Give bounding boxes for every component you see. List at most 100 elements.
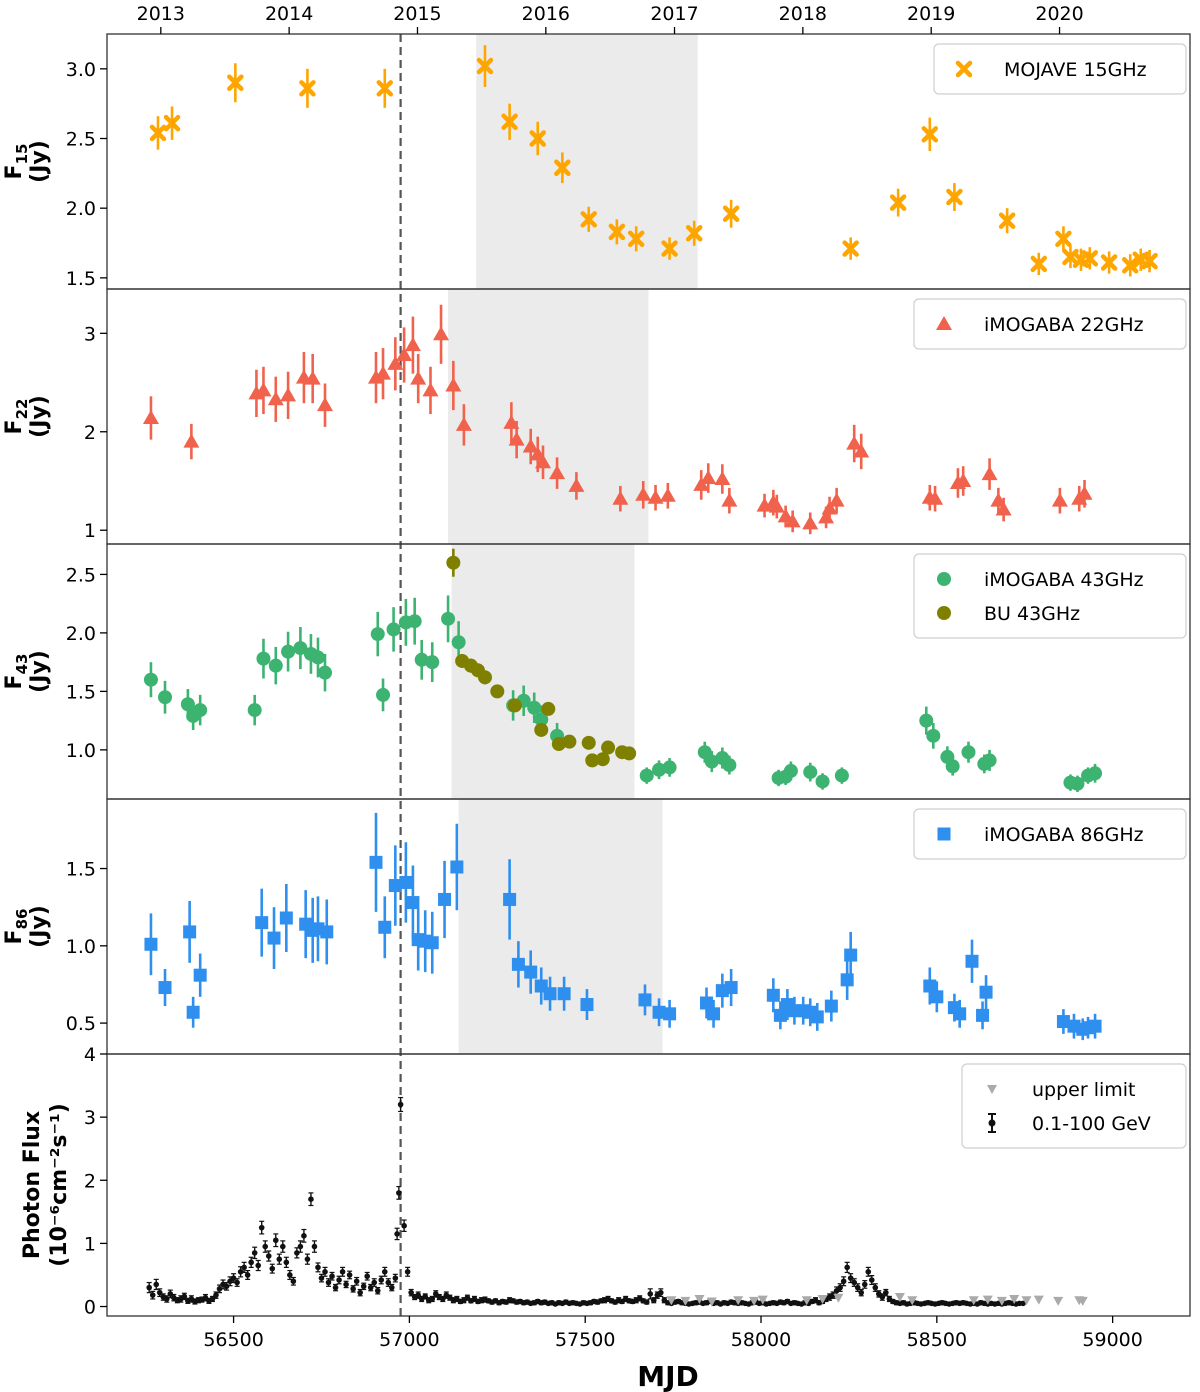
data-point	[1021, 1296, 1032, 1306]
y-tick-label-pgamma: 3	[84, 1107, 96, 1129]
data-point	[451, 635, 466, 650]
data-point	[293, 641, 308, 656]
legend-marker	[987, 1085, 997, 1094]
data-point	[733, 1296, 744, 1306]
panel-frames	[106, 33, 1191, 1317]
data-point	[803, 765, 818, 780]
data-point	[601, 740, 616, 755]
top-year-label: 2017	[650, 3, 698, 25]
data-point	[889, 194, 907, 211]
data-point	[1070, 776, 1085, 791]
data-point	[1076, 485, 1093, 500]
data-point	[441, 611, 456, 626]
data-point	[353, 1278, 360, 1285]
data-point	[773, 1008, 787, 1022]
data-point	[627, 230, 645, 248]
data-point	[255, 1262, 261, 1269]
data-point	[817, 1294, 828, 1304]
data-point	[336, 1277, 342, 1283]
data-point	[608, 223, 626, 241]
data-point	[280, 1243, 286, 1250]
data-point	[815, 774, 830, 789]
data-point	[425, 936, 439, 950]
data-point	[193, 703, 208, 718]
y-axis-unit-p86: (Jy)	[27, 905, 52, 948]
legend-label: iMOGABA 86GHz	[984, 824, 1144, 846]
data-point	[981, 466, 998, 481]
data-point	[272, 1237, 279, 1244]
data-point	[643, 1299, 650, 1305]
data-point	[350, 1286, 356, 1292]
data-point	[661, 240, 678, 257]
data-point	[1020, 1300, 1026, 1307]
data-point	[378, 920, 392, 934]
data-point	[388, 879, 402, 893]
data-point	[153, 1281, 160, 1288]
y-axis-label-p22: F22	[2, 399, 31, 435]
data-point	[396, 1190, 402, 1196]
data-point	[407, 614, 422, 629]
data-point	[308, 1196, 314, 1203]
data-point	[982, 753, 997, 768]
data-point	[612, 490, 629, 505]
data-point	[647, 489, 664, 504]
data-point	[339, 1269, 346, 1275]
data-point	[534, 712, 549, 727]
data-point	[404, 337, 421, 352]
data-point	[367, 369, 384, 384]
data-point	[446, 555, 461, 570]
y-tick-label-p22: 3	[84, 323, 96, 345]
data-point	[375, 365, 392, 380]
data-point	[279, 911, 293, 925]
data-point	[543, 987, 557, 1001]
data-point	[477, 670, 492, 685]
data-point	[144, 937, 158, 951]
data-point	[704, 754, 719, 769]
data-point	[389, 1284, 395, 1291]
data-point	[320, 925, 334, 939]
data-point	[768, 498, 785, 513]
data-point	[299, 80, 316, 97]
data-point	[440, 1296, 446, 1302]
data-point	[387, 355, 404, 370]
data-point	[376, 687, 391, 702]
x-tick-label: 57000	[379, 1329, 439, 1351]
data-point	[301, 1233, 307, 1239]
data-point	[193, 968, 207, 982]
data-point	[1121, 257, 1139, 274]
x-tick-label: 58500	[907, 1329, 967, 1351]
data-point	[248, 1259, 254, 1266]
data-point	[304, 370, 321, 385]
data-point	[230, 1275, 237, 1281]
data-point	[783, 763, 798, 778]
data-point	[507, 698, 522, 713]
data-point	[158, 981, 172, 995]
y-tick-label-p22: 1	[84, 520, 96, 542]
data-point	[404, 1269, 411, 1275]
data-point	[722, 758, 737, 773]
top-year-label: 2014	[265, 3, 313, 25]
data-point	[158, 690, 173, 705]
data-point	[262, 1243, 269, 1250]
data-point	[639, 768, 654, 783]
data-point	[840, 1278, 847, 1285]
data-point	[953, 1007, 967, 1021]
y-axis-unit-p43: (Jy)	[27, 650, 52, 693]
data-point	[580, 211, 597, 228]
data-point	[397, 1101, 404, 1108]
data-point	[879, 1294, 886, 1300]
data-point	[376, 80, 394, 97]
data-point	[143, 672, 158, 687]
data-point	[647, 1291, 654, 1297]
data-point	[522, 438, 539, 453]
data-point	[294, 1250, 300, 1256]
data-point	[244, 1272, 251, 1278]
shaded-interval-layer	[448, 34, 698, 1054]
legend-label: MOJAVE 15GHz	[1004, 59, 1147, 81]
data-point	[183, 925, 197, 939]
data-point	[304, 1256, 311, 1262]
data-point	[568, 477, 585, 492]
data-point	[748, 1296, 759, 1306]
data-point	[907, 1296, 918, 1306]
